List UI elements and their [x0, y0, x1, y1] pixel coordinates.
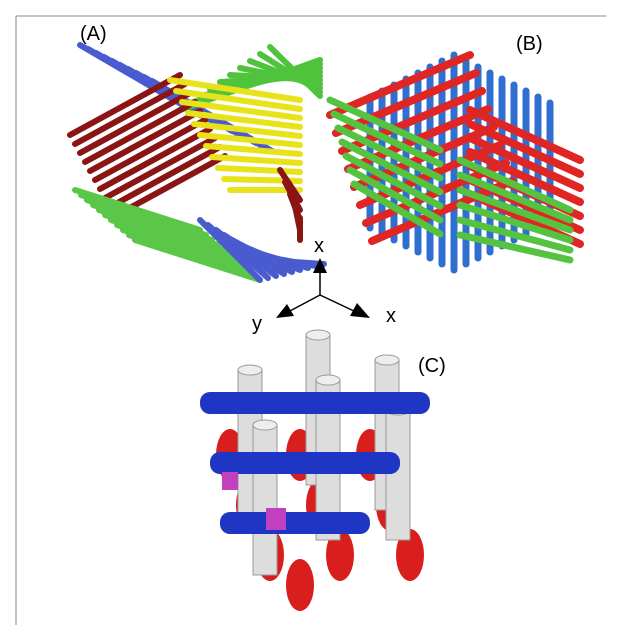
axis-label: x [386, 305, 396, 327]
magenta-node [222, 472, 238, 490]
blue-bar [220, 512, 370, 534]
cylinder-top [316, 375, 340, 385]
panel-label: (C) [418, 355, 446, 377]
rod [264, 260, 324, 264]
blue-bar [200, 392, 430, 414]
panel-label: (A) [80, 23, 107, 45]
cylinder [253, 425, 277, 575]
blue-bar [210, 452, 400, 474]
rod [218, 168, 300, 172]
axis-label: y [252, 313, 262, 335]
cylinder-top [253, 420, 277, 430]
cylinder [386, 410, 410, 540]
cylinder-top [306, 330, 330, 340]
red-lobe [286, 559, 314, 611]
cylinder-top [375, 355, 399, 365]
axis-label: x [314, 235, 324, 257]
page: {"panels": [{"label": "(A)"}, {"label": … [0, 0, 622, 625]
magenta-node [266, 508, 286, 530]
figure: x y x (A) (B) (C) [0, 0, 622, 625]
cylinder-top [238, 365, 262, 375]
panel-label: (B) [516, 33, 543, 55]
